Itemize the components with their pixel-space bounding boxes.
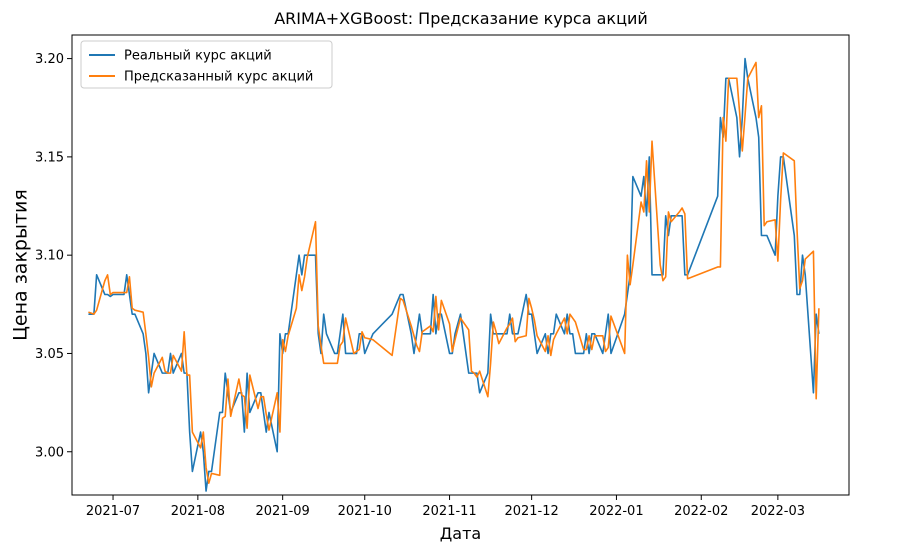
y-axis: 3.00 3.05 3.10 3.15 3.20 xyxy=(35,52,72,460)
legend-label-0: Реальный курс акций xyxy=(124,49,272,64)
x-tick-label: 2021-07 xyxy=(86,504,140,519)
x-tick-label: 2021-10 xyxy=(338,504,392,519)
plot-area: 2021-07 2021-08 2021-09 2021-10 2021-11 2021-… xyxy=(35,34,850,519)
x-tick-label: 2021-08 xyxy=(171,504,225,519)
x-tick-label: 2021-11 xyxy=(422,504,476,519)
chart-title: ARIMA+XGBoost: Предсказание курса акций xyxy=(274,9,648,28)
x-tick-label: 2022-01 xyxy=(589,504,643,519)
y-axis-label: Цена закрытия xyxy=(10,189,32,341)
y-tick-label: 3.10 xyxy=(35,249,64,264)
series-line-1 xyxy=(88,61,820,485)
y-tick-label: 3.00 xyxy=(35,445,64,460)
legend-label-1: Предсказанный курс акций xyxy=(124,70,313,85)
x-tick-label: 2022-02 xyxy=(674,504,728,519)
axes-frame xyxy=(71,34,850,496)
x-axis: 2021-07 2021-08 2021-09 2021-10 2021-11 2021-… xyxy=(86,495,805,519)
y-tick-label: 3.05 xyxy=(35,347,64,362)
legend: Реальный курс акций Предсказанный курс ак… xyxy=(80,40,333,89)
series-line-0 xyxy=(88,57,820,492)
x-tick-label: 2021-12 xyxy=(504,504,558,519)
x-tick-label: 2021-09 xyxy=(256,504,310,519)
legend-box xyxy=(80,40,333,89)
x-axis-label: Дата xyxy=(440,524,481,543)
x-tick-label: 2022-03 xyxy=(751,504,805,519)
y-tick-label: 3.15 xyxy=(35,150,64,165)
y-tick-label: 3.20 xyxy=(35,52,64,67)
series-layer xyxy=(88,57,820,492)
